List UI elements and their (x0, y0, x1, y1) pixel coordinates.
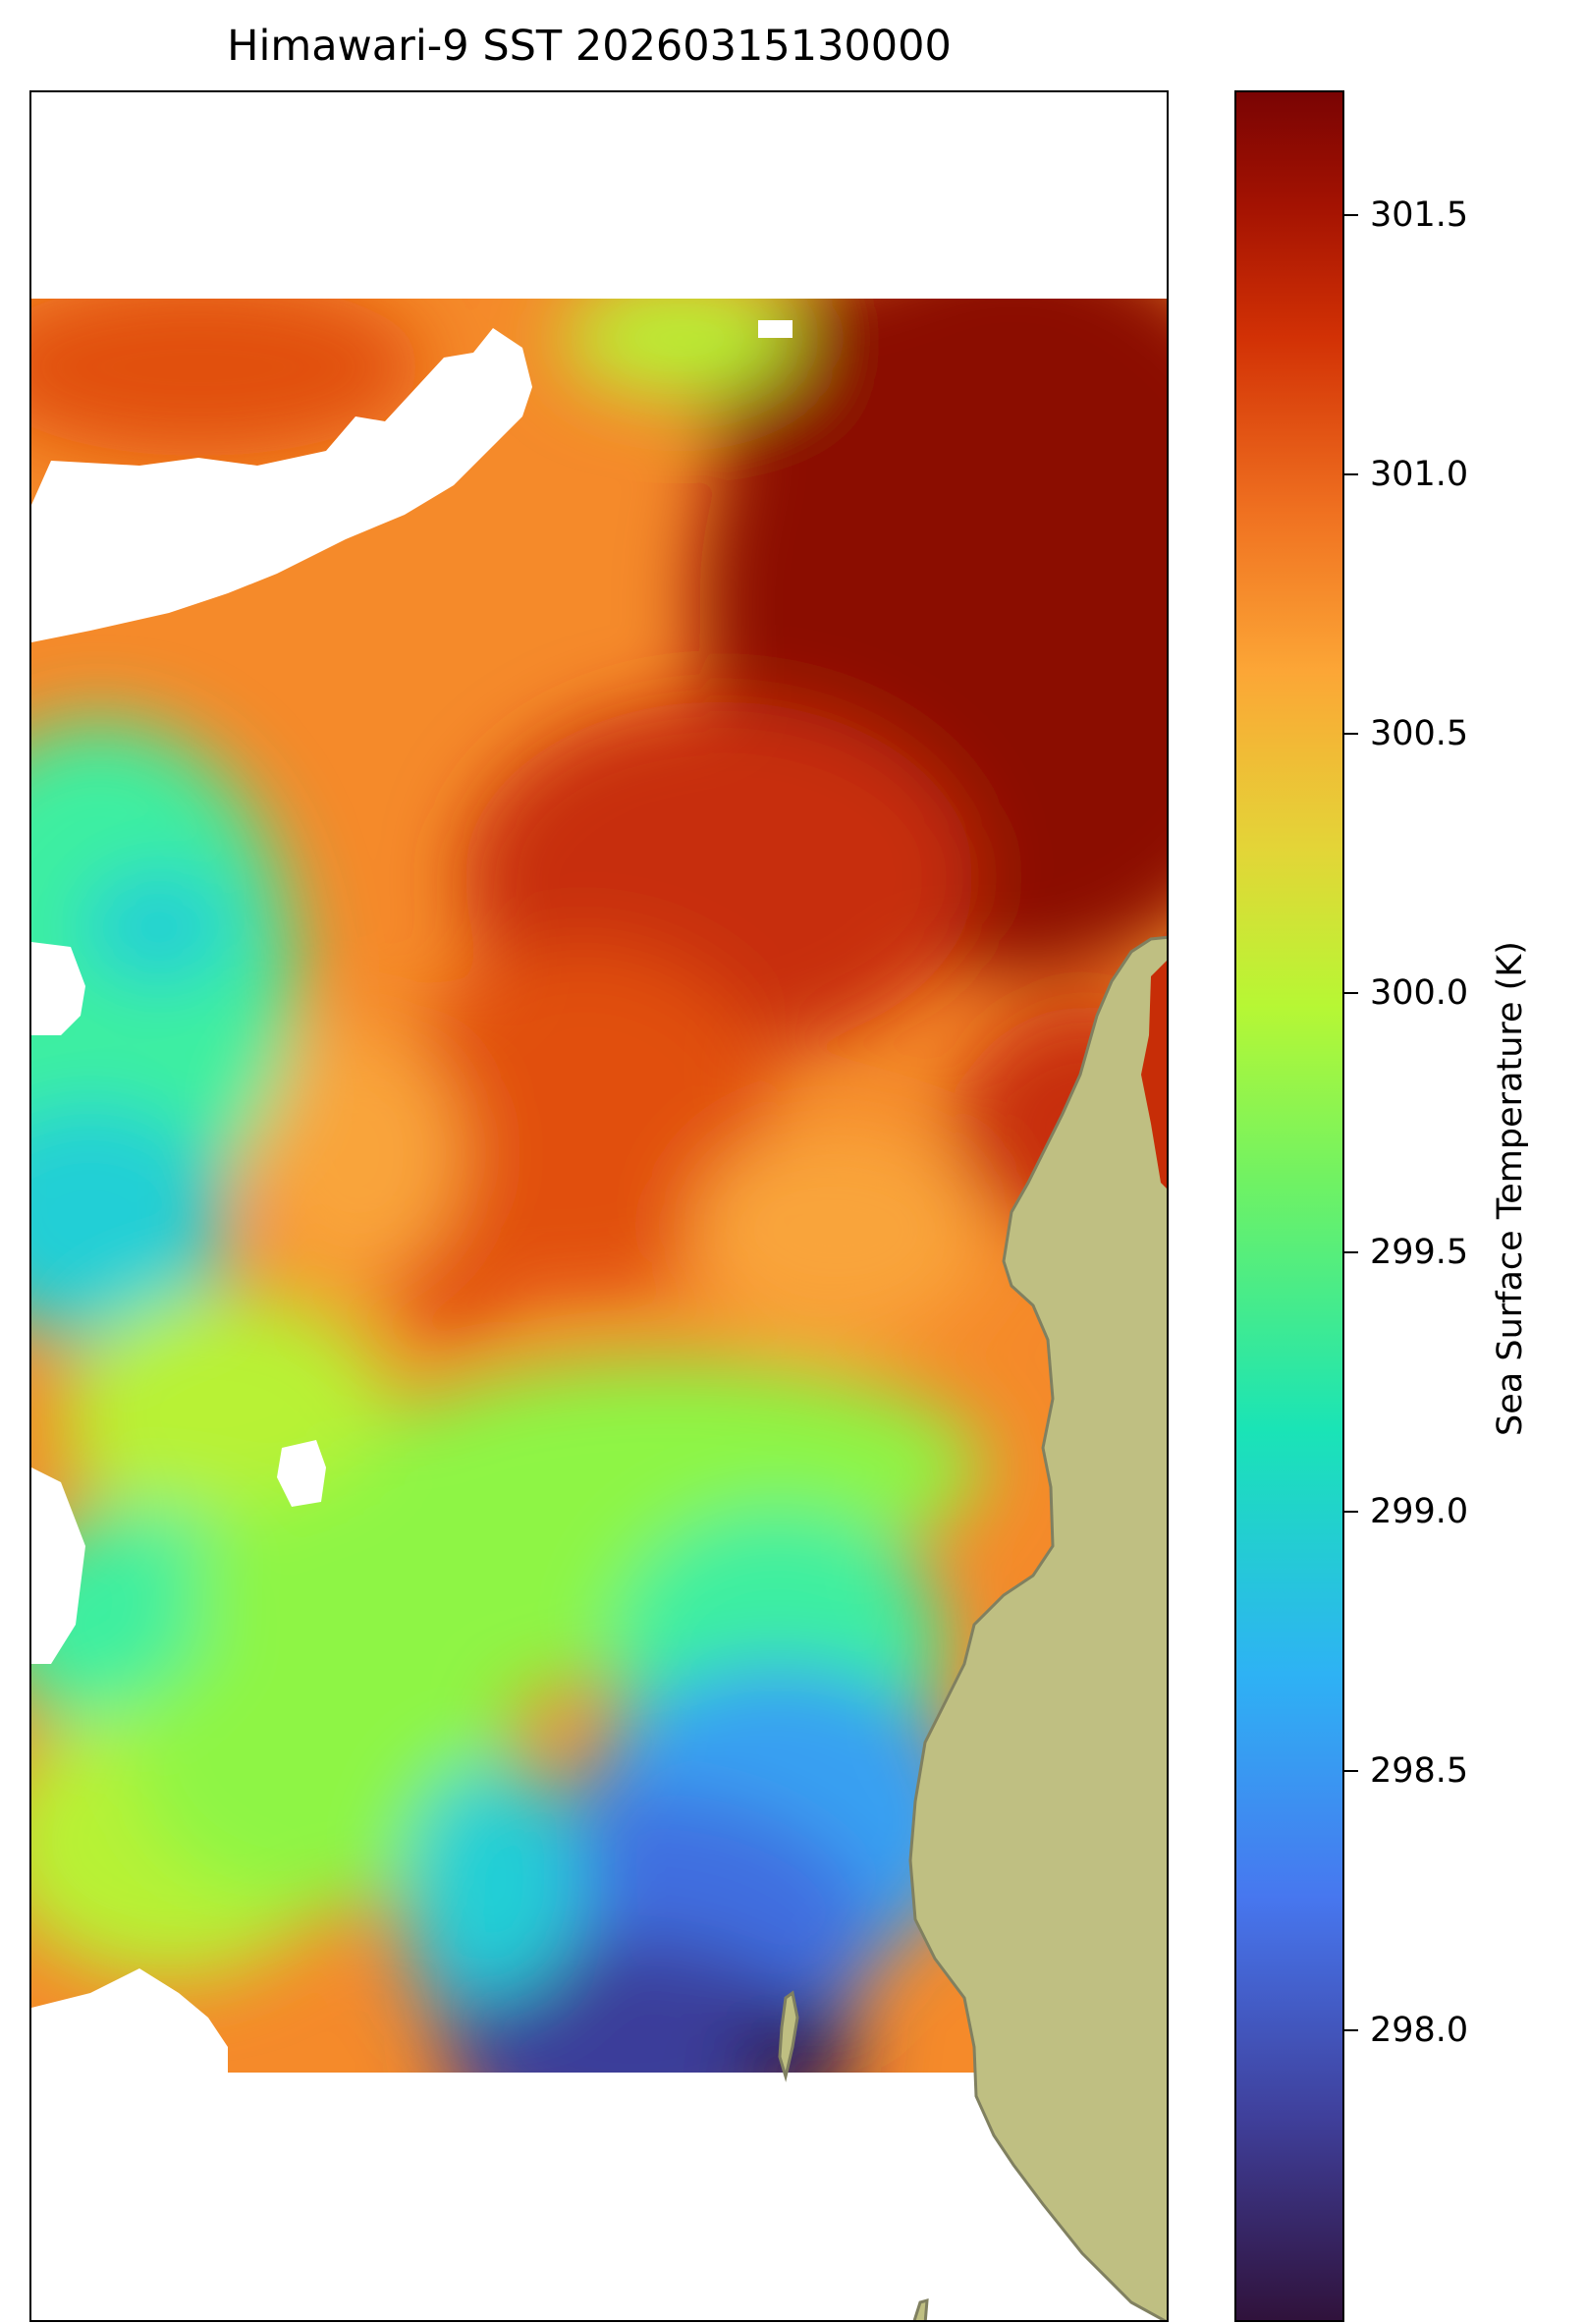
colorbar-tick-label: 301.0 (1370, 455, 1469, 494)
colorbar-tick-label: 299.5 (1370, 1233, 1469, 1272)
nodata-ne (758, 320, 792, 338)
sst-blobs (31, 299, 1167, 2073)
nodata-west (31, 942, 85, 1035)
colorbar-tick-label: 298.0 (1370, 2011, 1469, 2050)
colorbar-tick (1344, 1770, 1358, 1772)
colorbar-tick-label: 300.0 (1370, 973, 1469, 1013)
colorbar (1234, 90, 1344, 2322)
colorbar-label: Sea Surface Temperature (K) (1491, 941, 1530, 1436)
sst-blob-dark-south (738, 1998, 856, 2073)
land-coast (908, 935, 1167, 2320)
colorbar-tick-label: 298.5 (1370, 1751, 1469, 1791)
colorbar-tick (1344, 1251, 1358, 1253)
nodata-sw (31, 1968, 228, 2073)
colorbar-tick (1344, 733, 1358, 735)
colorbar-tick (1344, 214, 1358, 216)
land-island (778, 1990, 799, 2082)
colorbar-tick-label: 299.0 (1370, 1492, 1469, 1531)
nodata-northwest (31, 328, 532, 642)
land-south-sliver (912, 2297, 929, 2320)
sst-field (31, 299, 1167, 2073)
land-east-inlet (1141, 961, 1167, 1189)
sst-blob-lightorange-east (689, 1124, 984, 1340)
colorbar-tick-label: 300.5 (1370, 714, 1469, 753)
nodata-patches (31, 320, 792, 2073)
colorbar-tick (1344, 992, 1358, 994)
sst-blob-red-nw (31, 299, 424, 456)
colorbar-tick-label: 301.5 (1370, 195, 1469, 235)
colorbar-tick (1344, 1511, 1358, 1513)
chart-title: Himawari-9 SST 20260315130000 (227, 22, 952, 71)
sst-map-svg (31, 299, 1167, 2320)
colorbar-tick (1344, 2029, 1358, 2031)
sst-blob-cyan-south (405, 1762, 581, 1998)
sst-blob-lightorange-west (247, 1025, 464, 1281)
nodata-islet (277, 1440, 326, 1507)
sst-map (29, 90, 1169, 2322)
sst-blob-warm-north (699, 299, 1167, 515)
colorbar-tick (1344, 473, 1358, 475)
sst-blob-cyan-nw (81, 868, 238, 986)
sst-blob-yg-north (562, 299, 797, 397)
sst-blob-cyan-west (31, 1104, 228, 1340)
nodata-west-mid (31, 1467, 85, 1664)
